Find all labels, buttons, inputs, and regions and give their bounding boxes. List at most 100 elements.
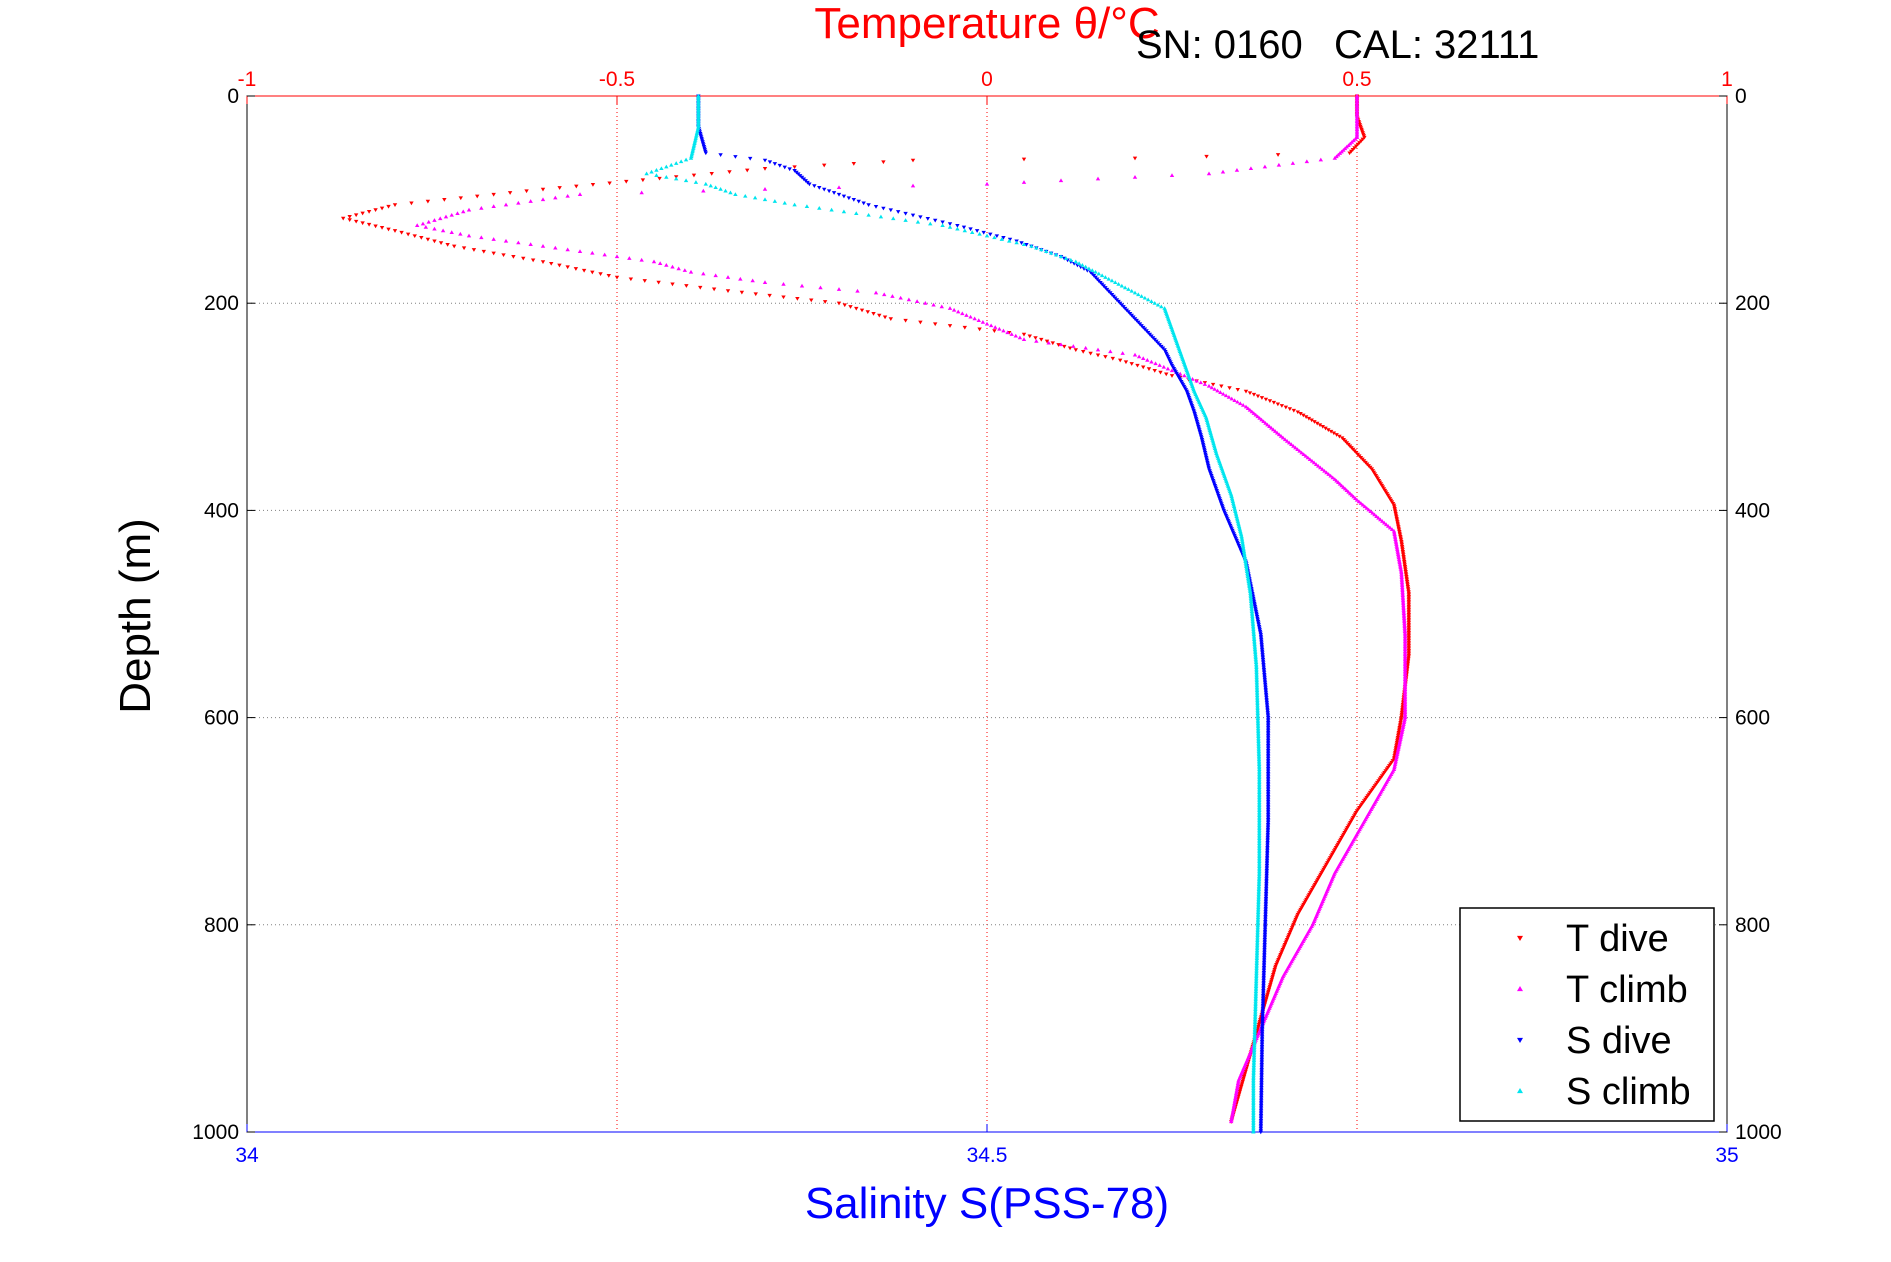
axis-ticks: -1 -0.5 0 0.5 1 34 34.5 35 0 0 200 200 400 400 600 600 8… (192, 68, 1781, 1167)
data-point (1243, 559, 1248, 563)
data-point (1326, 472, 1331, 476)
data-point (516, 200, 521, 205)
depth-tick-label-right: 200 (1735, 292, 1770, 315)
data-point (1044, 339, 1050, 344)
data-point (854, 211, 859, 215)
data-point (1303, 415, 1309, 420)
data-point (1116, 282, 1121, 286)
data-point (992, 235, 997, 240)
data-point (709, 171, 714, 176)
data-point (1247, 584, 1252, 589)
data-point (664, 174, 669, 179)
data-point (1236, 522, 1241, 527)
data-point (449, 230, 454, 234)
data-point (1249, 610, 1255, 615)
data-point (1248, 592, 1253, 597)
data-point (745, 168, 750, 173)
data-point (1048, 250, 1054, 255)
data-point (1095, 347, 1101, 352)
data-point (458, 196, 463, 201)
data-point (988, 323, 994, 328)
data-point (1152, 369, 1157, 373)
data-point (1312, 420, 1317, 424)
data-point (409, 201, 414, 206)
data-point (739, 290, 745, 295)
data-point (1313, 462, 1319, 466)
data-point (466, 233, 472, 238)
data-point (829, 207, 834, 212)
data-point (1399, 730, 1405, 735)
data-point (1027, 334, 1032, 339)
data-point (1263, 397, 1269, 402)
data-point (877, 313, 882, 318)
data-point (1252, 638, 1257, 643)
data-point (1046, 340, 1051, 345)
data-point (347, 218, 352, 223)
data-point (1398, 565, 1403, 570)
data-point (1401, 722, 1406, 726)
depth-tick-label-right: 1000 (1735, 1121, 1782, 1144)
data-point (1007, 238, 1012, 243)
data-point (1282, 437, 1288, 442)
data-point (947, 324, 953, 328)
data-point (1234, 515, 1240, 520)
data-point (799, 283, 805, 288)
data-point (458, 231, 463, 236)
legend: T dive T climb S dive S climb (1459, 907, 1715, 1122)
data-point (725, 289, 731, 293)
data-point (341, 216, 346, 221)
data-point (762, 158, 768, 163)
data-point (1385, 524, 1391, 528)
data-point (1073, 259, 1078, 264)
data-point (947, 306, 953, 310)
data-point (471, 248, 477, 252)
data-point (1265, 422, 1270, 427)
data-point (809, 298, 814, 303)
data-point (1155, 302, 1161, 307)
data-point (836, 185, 842, 190)
data-point (1103, 275, 1108, 279)
data-point (1251, 627, 1256, 632)
legend-label: T climb (1566, 969, 1688, 1011)
data-point (1141, 356, 1146, 360)
data-point (1396, 743, 1402, 748)
data-point (1402, 715, 1408, 720)
data-point (683, 178, 689, 183)
data-point (888, 317, 893, 321)
data-point (701, 188, 706, 193)
data-point (590, 183, 596, 187)
data-point (1396, 553, 1401, 558)
data-point (1250, 617, 1255, 622)
data-point (347, 215, 352, 219)
data-point (881, 160, 886, 165)
data-point (940, 220, 945, 225)
data-point (1142, 295, 1148, 300)
data-point (1063, 256, 1069, 260)
data-point (628, 277, 634, 282)
data-point (695, 129, 700, 134)
data-point (931, 302, 936, 307)
data-point (1250, 619, 1255, 623)
data-point (674, 161, 679, 165)
data-point (639, 190, 644, 195)
data-point (1242, 555, 1248, 560)
data-point (420, 221, 426, 226)
data-point (1231, 500, 1236, 505)
data-point (782, 200, 787, 205)
data-point (1230, 499, 1236, 504)
data-point (1245, 572, 1250, 577)
data-point (984, 233, 990, 238)
data-point (1135, 363, 1140, 368)
data-point (443, 214, 449, 219)
data-point (1253, 653, 1258, 658)
data-point (386, 204, 391, 209)
depth-tick-label-right: 600 (1735, 707, 1770, 730)
data-point (918, 215, 923, 220)
data-point (479, 206, 484, 210)
data-point (1239, 535, 1245, 540)
data-point (1164, 372, 1169, 377)
series-s-dive (696, 94, 1271, 1135)
data-point (767, 160, 773, 165)
data-point (1376, 515, 1381, 520)
data-point (577, 249, 583, 253)
